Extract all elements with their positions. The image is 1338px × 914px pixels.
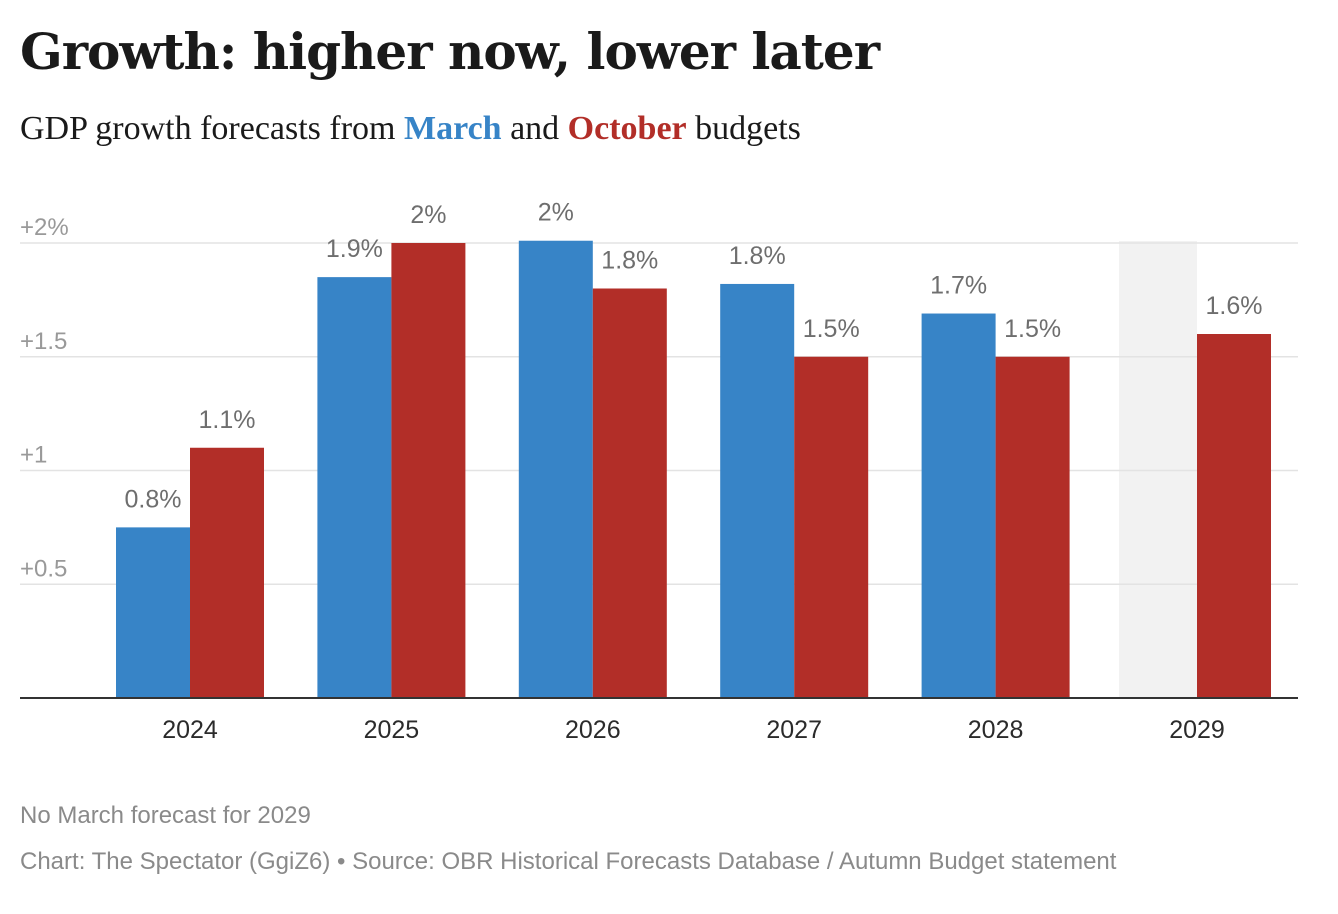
x-tick-label-2027: 2027 bbox=[766, 716, 822, 744]
data-label-march-2026: 2% bbox=[538, 199, 574, 227]
data-label-march-2024: 0.8% bbox=[125, 485, 182, 513]
bar-march-2025 bbox=[317, 277, 392, 698]
subtitle-middle: and bbox=[501, 110, 568, 147]
bar-october-2024 bbox=[190, 447, 264, 698]
data-label-october-2026: 1.8% bbox=[601, 247, 658, 275]
bar-october-2026 bbox=[592, 288, 667, 698]
y-tick-label: +1 bbox=[20, 442, 47, 469]
data-label-october-2027: 1.5% bbox=[803, 315, 860, 343]
bar-march-2026 bbox=[518, 240, 593, 698]
data-label-march-2025: 1.9% bbox=[326, 235, 383, 263]
chart-credit: Chart: The Spectator (GgiZ6) • Source: O… bbox=[20, 848, 1117, 875]
bar-chart: +0.5 +1 +1.5 +2% 0.8% 1.1% 2024 1.9% 2% 2025 2% 1.8… bbox=[20, 199, 1298, 744]
bar-october-2025 bbox=[391, 243, 466, 698]
data-label-march-2027: 1.8% bbox=[729, 242, 786, 270]
data-label-october-2028: 1.5% bbox=[1004, 315, 1061, 343]
x-tick-label-2025: 2025 bbox=[364, 716, 420, 744]
bar-october-2028 bbox=[995, 356, 1070, 698]
data-label-october-2025: 2% bbox=[410, 201, 446, 229]
bar-march-2028 bbox=[921, 313, 996, 698]
bar-march-2027 bbox=[720, 283, 795, 698]
x-tick-label-2026: 2026 bbox=[565, 716, 621, 744]
y-tick-label: +2% bbox=[20, 214, 69, 241]
subtitle-march-legend: March bbox=[404, 110, 502, 147]
highlight-band-2029 bbox=[1119, 241, 1197, 698]
subtitle-suffix: budgets bbox=[686, 110, 801, 147]
data-label-october-2029: 1.6% bbox=[1206, 292, 1263, 320]
data-label-october-2024: 1.1% bbox=[199, 406, 256, 434]
x-tick-label-2028: 2028 bbox=[968, 716, 1024, 744]
chart-title: Growth: higher now, lower later bbox=[20, 22, 880, 81]
bar-march-2024 bbox=[116, 527, 190, 698]
subtitle-prefix: GDP growth forecasts from bbox=[20, 110, 404, 147]
y-tick-label: +1.5 bbox=[20, 328, 67, 355]
y-tick-label: +0.5 bbox=[20, 555, 67, 582]
x-tick-label-2029: 2029 bbox=[1169, 716, 1225, 744]
chart-note: No March forecast for 2029 bbox=[20, 802, 311, 829]
bar-october-2027 bbox=[794, 356, 869, 698]
subtitle-october-legend: October bbox=[567, 110, 687, 147]
x-tick-label-2024: 2024 bbox=[162, 716, 218, 744]
bar-october-2029 bbox=[1197, 334, 1271, 698]
data-label-march-2028: 1.7% bbox=[930, 272, 987, 300]
chart-subtitle: GDP growth forecasts from March and Octo… bbox=[20, 110, 801, 148]
